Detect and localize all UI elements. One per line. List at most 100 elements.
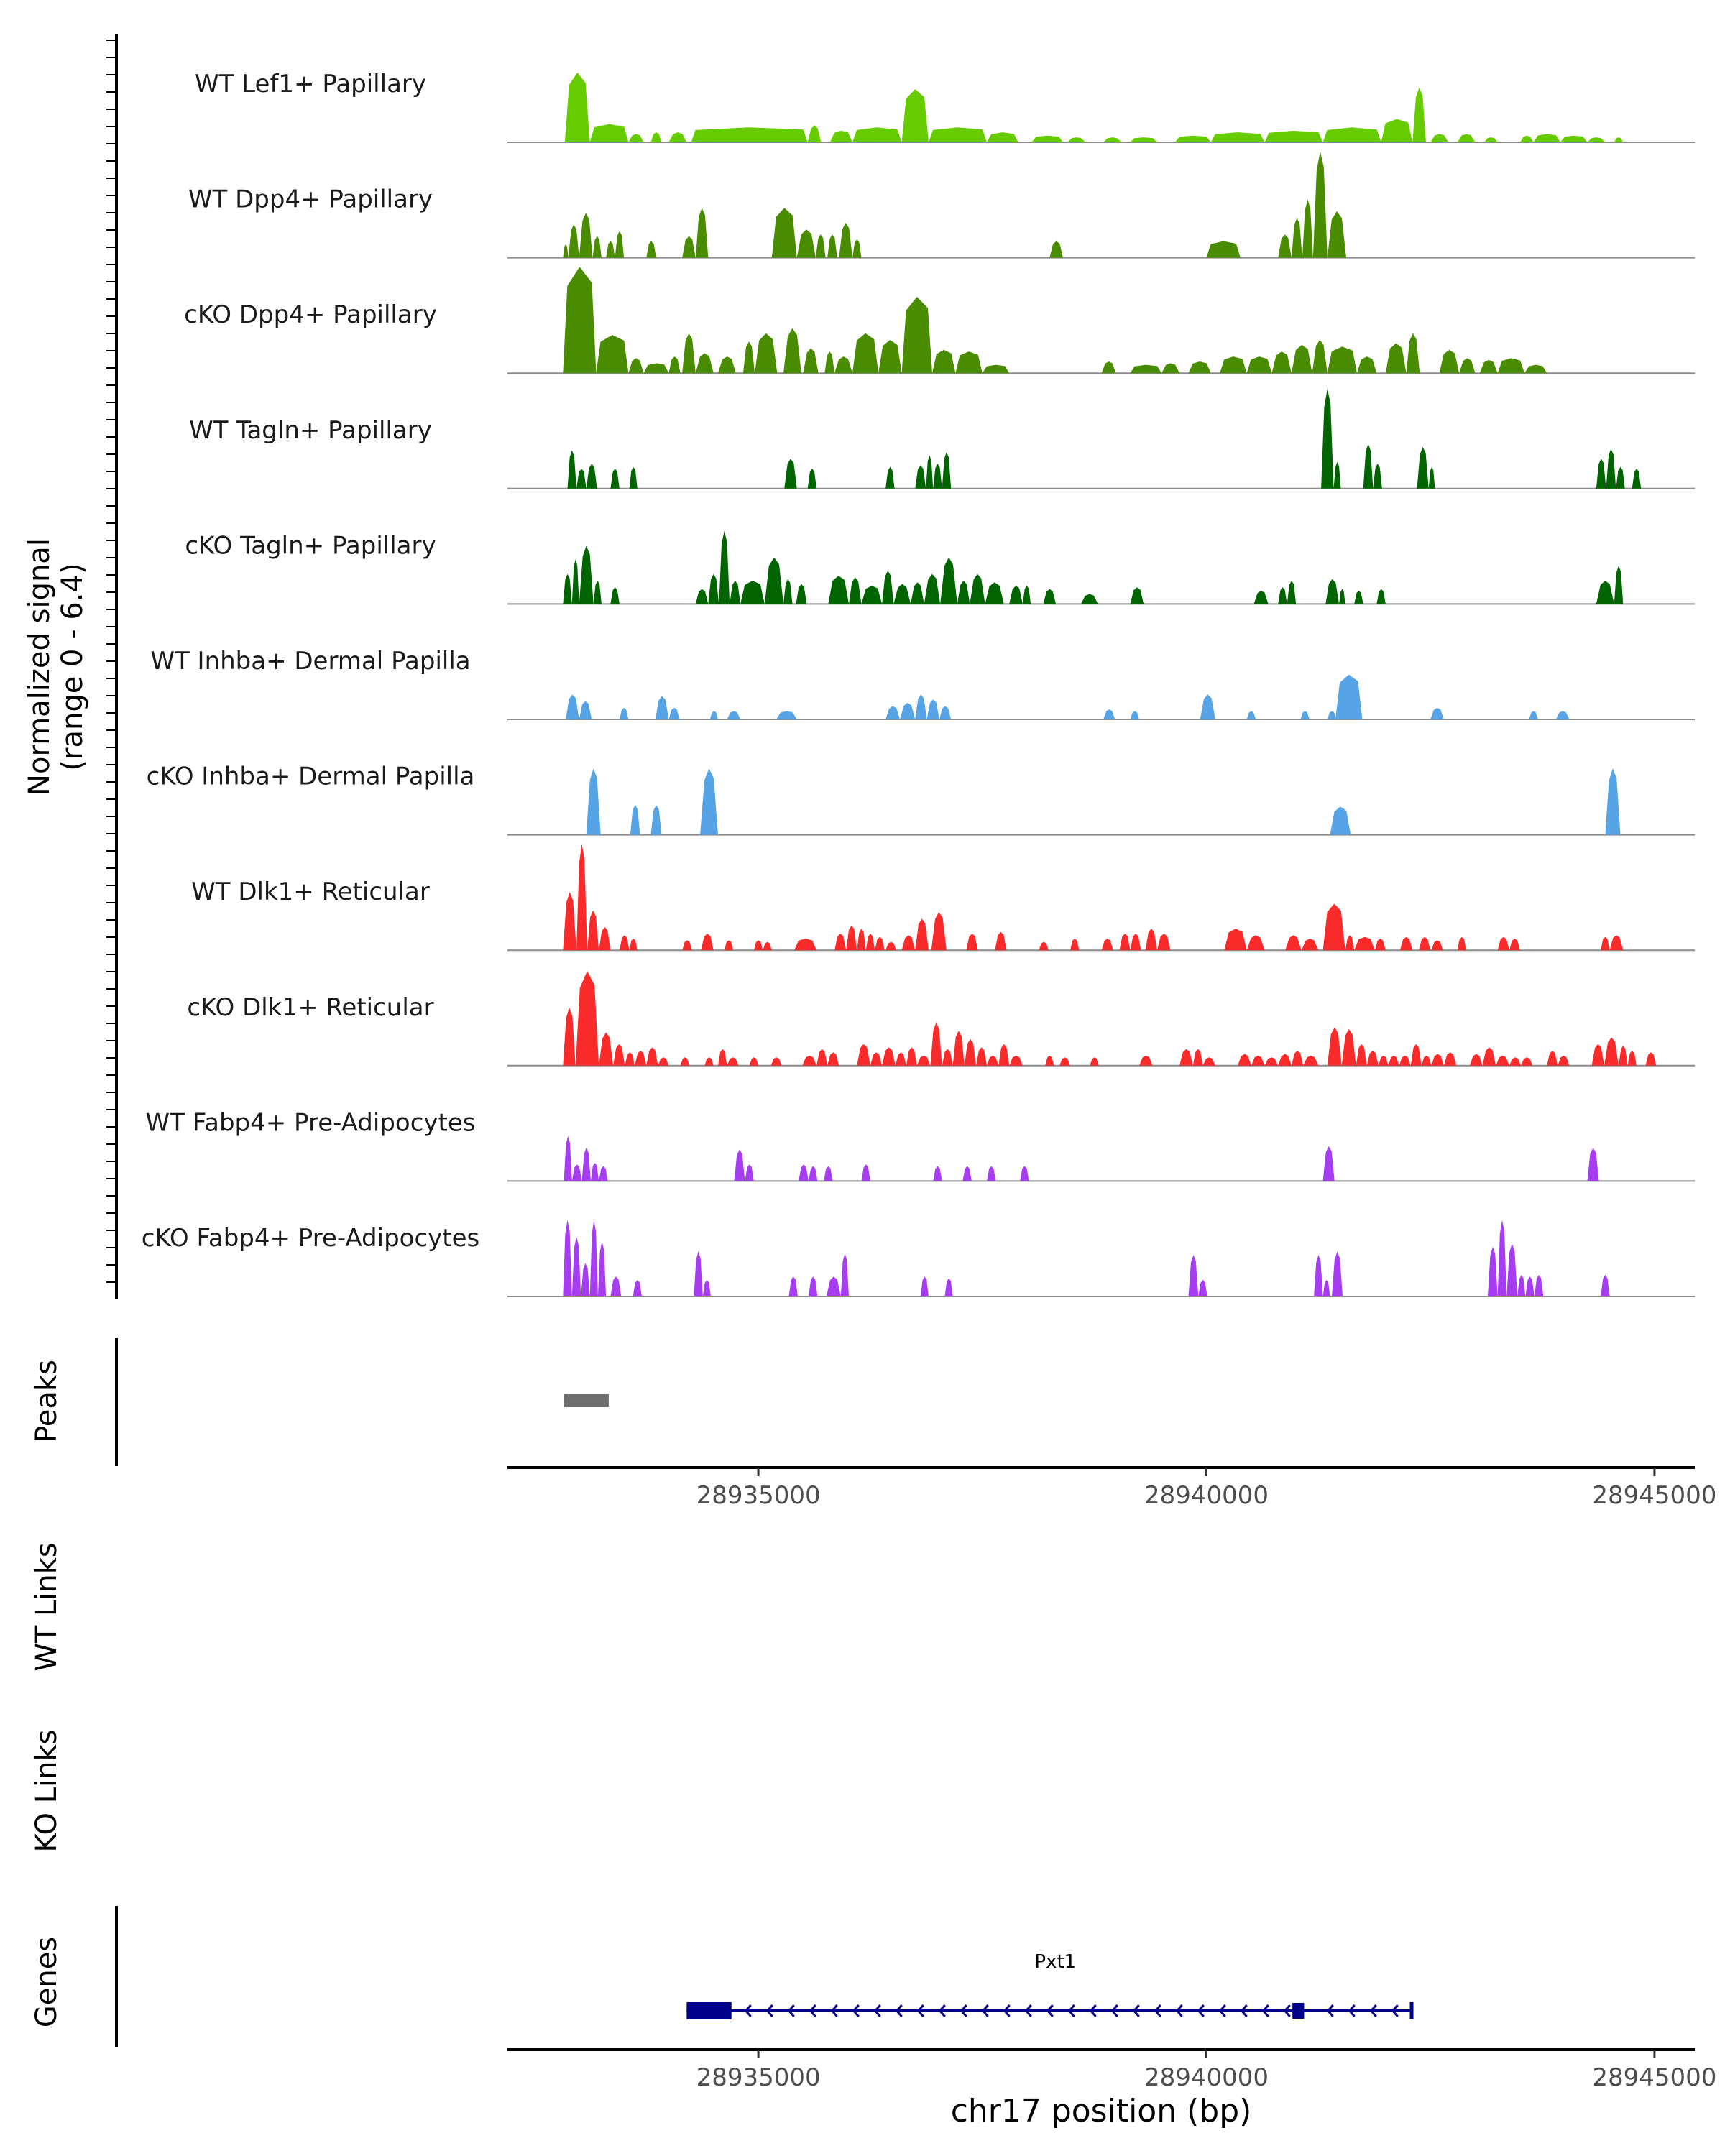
x-tick-label: 28945000 [1592, 1481, 1716, 1510]
gene-exon [686, 2002, 732, 2019]
signal-peak [1327, 1027, 1342, 1066]
signal-peak [1601, 1274, 1610, 1296]
signal-peak [1529, 711, 1538, 719]
signal-peak [920, 1276, 929, 1296]
signal-peak [701, 934, 714, 951]
signal-peak [1376, 589, 1386, 604]
signal-peak [755, 333, 778, 374]
signal-peak [982, 364, 1010, 374]
signal-peak [893, 584, 911, 604]
signal-peak [1188, 1255, 1199, 1296]
signal-peak [1596, 459, 1606, 489]
track-2: cKO Dpp4+ Papillary [184, 267, 1695, 374]
signal-peak [691, 127, 808, 142]
gene-strand-arrow [981, 2004, 989, 2017]
signal-peak [1627, 1050, 1637, 1066]
signal-peak [928, 127, 988, 142]
signal-peak [1130, 711, 1139, 719]
signal-peak [709, 711, 718, 719]
signal-peak [563, 1007, 576, 1066]
signal-peak [796, 584, 807, 604]
signal-peak [730, 581, 741, 604]
track-label: WT Fabp4+ Pre-Adipocytes [146, 1108, 476, 1137]
signal-peak [815, 234, 826, 258]
signal-peak [742, 341, 755, 374]
track-label: cKO Inhba+ Dermal Papilla [147, 763, 475, 791]
gene-strand-arrow [1067, 2004, 1075, 2017]
signal-peak [1070, 939, 1080, 951]
signal-peak [1345, 935, 1355, 951]
gene-strand-arrow [1197, 2004, 1205, 2017]
gene-name: Pxt1 [1034, 1951, 1076, 1973]
signal-peak [970, 573, 985, 604]
signal-peak [1521, 1057, 1533, 1066]
signal-peak [1555, 711, 1570, 719]
signal-peak [571, 1164, 582, 1181]
signal-peak [861, 585, 883, 604]
gene-exon [1409, 2002, 1414, 2019]
signal-peak [576, 844, 587, 951]
signal-peak [942, 451, 952, 489]
signal-peak [1459, 358, 1476, 374]
signal-peak [592, 236, 602, 258]
signal-peak [849, 577, 862, 604]
signal-peak [1616, 466, 1625, 489]
signal-peak [803, 348, 819, 374]
signal-peak [1614, 137, 1624, 142]
signal-peak [1322, 1146, 1335, 1181]
signal-peak [1200, 694, 1215, 719]
signal-peak [1254, 590, 1269, 604]
signal-peak [1291, 218, 1302, 258]
signal-peak [1246, 356, 1272, 374]
track-6: cKO Inhba+ Dermal Papilla [147, 763, 1695, 836]
signal-peak [579, 213, 593, 258]
signal-peak [926, 699, 939, 719]
signal-peak [915, 694, 927, 719]
signal-peak [1224, 929, 1247, 951]
signal-peak [827, 1052, 840, 1066]
signal-peak [1333, 461, 1341, 489]
signal-peak [1130, 364, 1162, 374]
track-label: WT Dlk1+ Reticular [191, 877, 430, 906]
signal-peak [717, 1049, 727, 1066]
gene-strand-arrow [873, 2004, 881, 2017]
signal-peak [870, 1052, 883, 1066]
signal-peak [563, 573, 572, 604]
signal-peak [646, 241, 656, 258]
signal-peak [610, 469, 620, 489]
signal-peak [1220, 356, 1247, 374]
signal-peak [1301, 939, 1319, 951]
signal-peak [1278, 234, 1292, 258]
signal-peak [646, 1047, 658, 1066]
gene-strand-arrow [1261, 2004, 1269, 2017]
signal-peak [1558, 1055, 1570, 1066]
signal-peak [1356, 356, 1377, 374]
signal-peak [865, 934, 875, 951]
signal-peak [1366, 1050, 1379, 1066]
signal-peak [586, 768, 601, 835]
signal-peak [668, 707, 680, 719]
signal-peak [1519, 135, 1534, 142]
signal-peak [589, 1220, 598, 1296]
signal-peak [586, 464, 597, 489]
signal-peak [816, 1049, 828, 1066]
signal-peak [668, 132, 687, 142]
gene-strand-arrow [1154, 2004, 1162, 2017]
signal-peak [839, 223, 853, 258]
signal-peak [957, 581, 970, 604]
signal-peak [563, 892, 577, 951]
signal-peak [1327, 346, 1357, 374]
signal-peak [1509, 939, 1520, 951]
signal-peak [1496, 1055, 1509, 1066]
signal-peak [808, 1166, 818, 1181]
signal-peak [1192, 1049, 1203, 1066]
signal-peak [964, 1038, 977, 1066]
signal-peak [933, 464, 942, 489]
signal-peak [931, 912, 947, 951]
signal-peak [1431, 940, 1443, 951]
signal-peak [564, 1135, 572, 1181]
track-0: WT Lef1+ Papillary [195, 70, 1695, 143]
signal-peak [1497, 1220, 1507, 1296]
signal-peak [1339, 589, 1346, 604]
track-5: WT Inhba+ Dermal Papilla [150, 647, 1695, 720]
